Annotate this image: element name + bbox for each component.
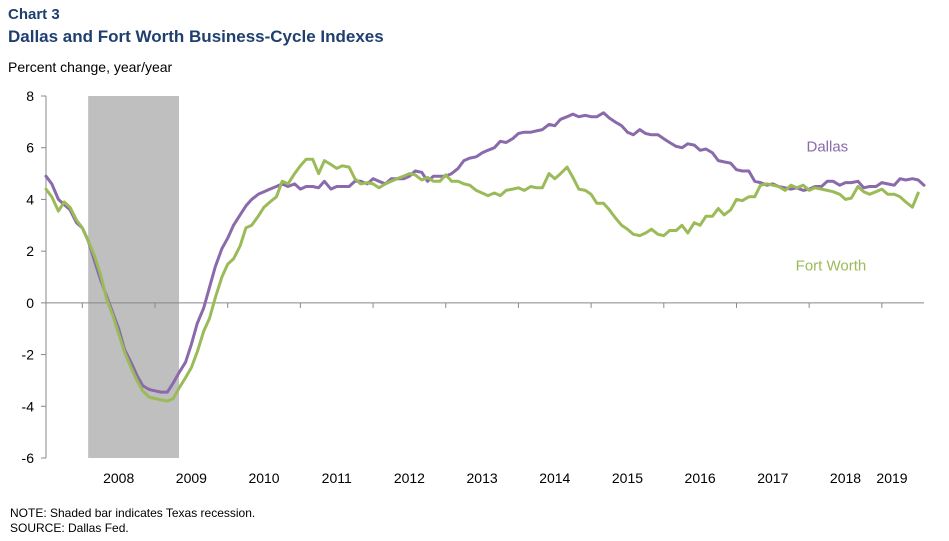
x-tick-label: 2018 — [830, 470, 861, 486]
chart-note: NOTE: Shaded bar indicates Texas recessi… — [10, 506, 256, 520]
y-axis-label: Percent change, year/year — [8, 59, 173, 75]
fort-worth-line — [44, 157, 920, 403]
y-tick-label: -4 — [22, 398, 35, 414]
x-tick-label: 2016 — [685, 470, 716, 486]
chart-label: Chart 3 — [8, 6, 60, 23]
chart-title: Dallas and Fort Worth Business-Cycle Ind… — [8, 27, 384, 46]
y-tick-label: 4 — [26, 191, 34, 207]
x-tick-label: 2017 — [757, 470, 788, 486]
y-tick-label: 8 — [26, 88, 34, 104]
x-tick-label: 2019 — [876, 470, 907, 486]
y-tick-label: 6 — [26, 140, 34, 156]
x-tick-label: 2014 — [539, 470, 570, 486]
x-tick-label: 2012 — [394, 470, 425, 486]
x-tick-label: 2009 — [176, 470, 207, 486]
x-tick-label: 2008 — [103, 470, 134, 486]
x-tick-label: 2013 — [467, 470, 498, 486]
y-tick-label: 2 — [26, 243, 34, 259]
y-tick-label: 0 — [26, 295, 34, 311]
y-tick-label: -2 — [22, 347, 35, 363]
y-tick-label: -6 — [22, 450, 35, 466]
x-tick-label: 2011 — [322, 470, 352, 486]
recession-shade — [88, 96, 180, 458]
fort-worth-series-label: Fort Worth — [796, 258, 867, 275]
chart-source: SOURCE: Dallas Fed. — [10, 521, 129, 535]
x-tick-label: 2015 — [612, 470, 643, 486]
x-tick-label: 2010 — [248, 470, 279, 486]
dallas-series-label: Dallas — [806, 139, 848, 156]
